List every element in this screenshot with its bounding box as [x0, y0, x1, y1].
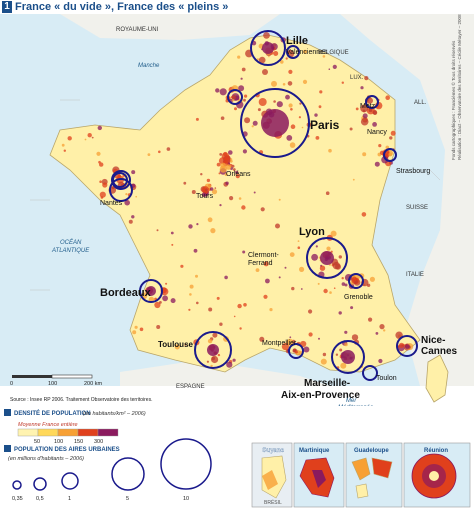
- label-toulon: Toulon: [376, 375, 397, 382]
- pop-title: POPULATION DES AIRES URBAINES: [14, 447, 120, 453]
- density-patches: [61, 32, 418, 369]
- corsica-island: [425, 354, 449, 403]
- density-unit: (en habitants/km² – 2006): [83, 411, 146, 417]
- legend-density: DENSITÉ DE POPULATION (en habitants/km² …: [4, 409, 146, 445]
- label-metz: Metz: [360, 103, 376, 110]
- label-valenciennes: Valenciennes: [286, 49, 328, 56]
- pop-unit: (en millions d'habitants – 2006): [8, 456, 84, 462]
- title-number: 1: [2, 1, 12, 13]
- circle-lyon: [306, 237, 348, 279]
- density-swatch: [77, 428, 99, 437]
- density-title: DENSITÉ DE POPULATION: [14, 409, 91, 417]
- inset-note-guyane: BRÉSIL: [264, 499, 282, 506]
- label-montpellier: Montpellier: [262, 340, 297, 347]
- circle-marseille: [331, 340, 365, 374]
- density-tick: 300: [94, 439, 103, 445]
- pop-tick: 5: [126, 496, 129, 502]
- pop-tick: 1: [68, 496, 71, 502]
- density-tick: 100: [54, 439, 63, 445]
- label-paris: Paris: [310, 118, 340, 132]
- label-espagne: ESPAGNE: [176, 384, 205, 390]
- pop-tick: 0,35: [12, 496, 23, 502]
- average-label: Moyenne France entière: [18, 422, 78, 428]
- label-nancy: Nancy: [367, 129, 387, 136]
- scale-zero: 0: [10, 381, 13, 387]
- circle-grenoble: [348, 273, 364, 289]
- density-swatch: [37, 428, 59, 437]
- scale-end: 200 km: [84, 381, 102, 387]
- circle-montpellier: [288, 343, 304, 359]
- circle-lille: [250, 30, 286, 66]
- label-strasbourg: Strasbourg: [396, 168, 430, 175]
- label-belgique: BELGIQUE: [318, 50, 349, 56]
- scale-bar: 0 100 200 km: [10, 374, 102, 387]
- label-clermont: Clermont-Ferrand: [248, 252, 279, 267]
- inset-label-martinique: Martinique: [299, 448, 330, 454]
- label-suisse: SUISSE: [406, 205, 428, 211]
- density-tick: 150: [74, 439, 83, 445]
- density-tick: 50: [34, 439, 40, 445]
- label-lux: LUX.: [350, 75, 364, 81]
- circle-rennes: [112, 172, 128, 188]
- title-bar: 1 France « du vide », France des « plein…: [0, 0, 474, 14]
- credit-line-1: Fonds cartographiques : Francièmes © Tou…: [450, 40, 456, 160]
- neighbor-countries-east: [340, 14, 474, 386]
- label-toulouse: Toulouse: [158, 340, 194, 349]
- circle-toulouse: [194, 331, 232, 369]
- city-labels: Lille Valenciennes Paris Orléans Tours N…: [100, 35, 458, 401]
- scale-mid: 100: [48, 381, 57, 387]
- circle-nice: [396, 335, 418, 357]
- circle-toulon: [362, 365, 378, 381]
- density-swatch: [57, 428, 79, 437]
- label-orleans: Orléans: [226, 171, 251, 178]
- urban-circles: [109, 30, 418, 381]
- insets: Guyane Martinique Guadeloupe Réunion BRÉ…: [251, 442, 471, 508]
- inset-label-guadeloupe: Guadeloupe: [354, 448, 389, 454]
- credit-line-2: Réalisation : Diact – Observatoire des t…: [457, 14, 462, 160]
- inset-label-guyane: Guyane: [262, 448, 285, 454]
- circle-nantes: [109, 178, 133, 202]
- inset-label-reunion: Réunion: [424, 448, 448, 454]
- spain-land: [120, 360, 330, 386]
- inset-guadeloupe: [345, 442, 403, 508]
- label-uk: ROYAUME-UNI: [116, 27, 159, 33]
- density-scale: 50 100 150 300: [17, 428, 119, 445]
- label-lyon: Lyon: [299, 226, 325, 238]
- pop-tick: 10: [183, 496, 189, 502]
- circle-strasbourg: [383, 148, 397, 162]
- label-all: ALL.: [414, 100, 427, 106]
- map-title: France « du vide », France des « pleins …: [15, 1, 229, 13]
- label-marseille: Marseille-Aix-en-Provence: [281, 378, 360, 401]
- pop-tick: 0,5: [36, 496, 44, 502]
- circle-valenciennes: [286, 45, 300, 59]
- label-manche: Manche: [138, 63, 160, 69]
- source-note: Source : Insee RP 2006. Traitement Obser…: [10, 397, 152, 403]
- circle-rouen: [227, 89, 243, 105]
- density-swatch: [17, 428, 39, 437]
- label-italie: ITALIE: [406, 272, 424, 278]
- circle-bordeaux: [139, 279, 163, 303]
- circle-metz: [365, 95, 379, 109]
- label-bordeaux: Bordeaux: [100, 287, 152, 299]
- credit: Fonds cartographiques : Francièmes © Tou…: [450, 14, 462, 160]
- label-nantes: Nantes: [100, 200, 123, 207]
- label-grenoble: Grenoble: [344, 294, 373, 301]
- label-ocean: OCÉAN ATLANTIQUE: [51, 239, 90, 254]
- circle-paris: [240, 88, 310, 158]
- label-nice: Nice-Cannes: [421, 335, 458, 357]
- label-lille: Lille: [286, 35, 308, 47]
- legend-population: POPULATION DES AIRES URBAINES (en millio…: [4, 438, 212, 502]
- france-mainland: [49, 34, 421, 373]
- uk-land: [60, 14, 280, 40]
- label-tours: Tours: [196, 193, 214, 200]
- density-swatch: [97, 428, 119, 437]
